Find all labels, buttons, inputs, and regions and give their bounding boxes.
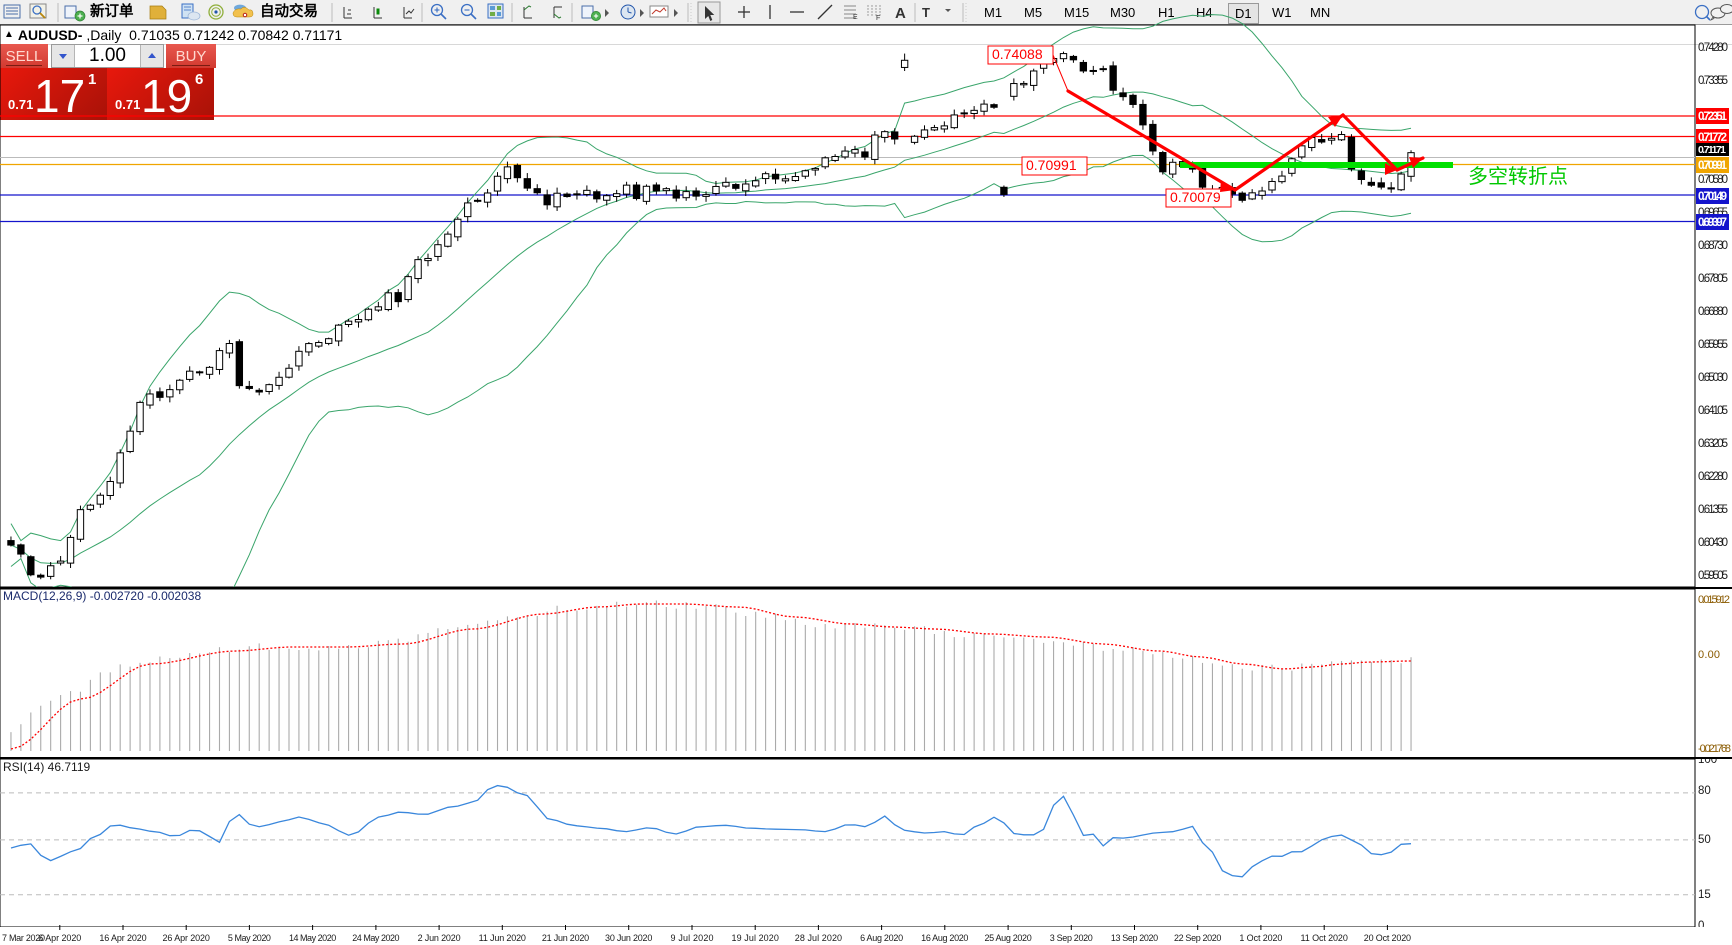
svg-text:0.67805: 0.67805 [1698,273,1728,285]
svg-text:0.70079: 0.70079 [1170,189,1221,205]
svg-text:16 Aug 2020: 16 Aug 2020 [921,933,968,943]
svg-text:24 May 2020: 24 May 2020 [352,933,399,943]
svg-text:-0.021768: -0.021768 [1698,743,1731,755]
svg-text:26 Apr 2020: 26 Apr 2020 [163,933,210,943]
svg-text:11 Oct 2020: 11 Oct 2020 [1301,933,1348,943]
svg-text:6 Aug 2020: 6 Aug 2020 [860,933,903,943]
svg-text:50: 50 [1698,834,1711,846]
svg-text:28 Jul 2020: 28 Jul 2020 [795,933,842,943]
svg-text:0.66880: 0.66880 [1698,306,1728,318]
svg-text:0.74280: 0.74280 [1698,42,1728,54]
svg-text:0.74088: 0.74088 [992,46,1043,62]
svg-text:16 Apr 2020: 16 Apr 2020 [99,933,146,943]
svg-text:22 Sep 2020: 22 Sep 2020 [1174,933,1221,943]
svg-text:0.59505: 0.59505 [1698,570,1728,582]
svg-text:0.60430: 0.60430 [1698,537,1728,549]
svg-text:15: 15 [1698,889,1711,901]
svg-text:0.71171: 0.71171 [1698,144,1726,156]
svg-text:0.70991: 0.70991 [1698,160,1728,172]
svg-text:19 Jul 2020: 19 Jul 2020 [732,933,779,943]
svg-text:11 Jun 2020: 11 Jun 2020 [479,933,526,943]
svg-text:0.70580: 0.70580 [1698,174,1728,186]
svg-text:14 May 2020: 14 May 2020 [289,933,336,943]
svg-text:30 Jun 2020: 30 Jun 2020 [605,933,652,943]
svg-text:21 Jun 2020: 21 Jun 2020 [542,933,589,943]
svg-text:0.68730: 0.68730 [1698,240,1728,252]
svg-text:100: 100 [1698,759,1717,766]
svg-text:0.015912: 0.015912 [1698,594,1730,606]
svg-text:0.65955: 0.65955 [1698,339,1728,351]
svg-text:3 Sep 2020: 3 Sep 2020 [1050,933,1093,943]
svg-text:0.64105: 0.64105 [1698,405,1728,417]
svg-text:6 Apr 2020: 6 Apr 2020 [38,933,81,943]
svg-text:0.65030: 0.65030 [1698,372,1728,384]
svg-text:0.62280: 0.62280 [1698,471,1728,483]
svg-text:13 Sep 2020: 13 Sep 2020 [1111,933,1158,943]
svg-text:1 Oct 2020: 1 Oct 2020 [1239,933,1282,943]
svg-text:0.63205: 0.63205 [1698,438,1728,450]
svg-text:25 Aug 2020: 25 Aug 2020 [984,933,1031,943]
svg-text:多空转折点: 多空转折点 [1468,165,1568,188]
svg-text:0.71772: 0.71772 [1698,132,1727,144]
svg-text:0.72351: 0.72351 [1698,111,1728,123]
svg-text:RSI(14) 46.7119: RSI(14) 46.7119 [3,760,90,774]
svg-text:0.69397: 0.69397 [1698,217,1727,229]
svg-text:0.70991: 0.70991 [1026,157,1077,173]
svg-text:5 May 2020: 5 May 2020 [228,933,271,943]
svg-text:0.00: 0.00 [1698,649,1720,661]
svg-text:0.73355: 0.73355 [1698,75,1728,87]
svg-text:2 Jun 2020: 2 Jun 2020 [418,933,461,943]
svg-text:0.70149: 0.70149 [1698,191,1727,203]
svg-text:0.61355: 0.61355 [1698,504,1728,516]
svg-text:9 Jul 2020: 9 Jul 2020 [671,933,714,943]
svg-text:80: 80 [1698,785,1711,797]
svg-text:MACD(12,26,9) -0.002720 -0.002: MACD(12,26,9) -0.002720 -0.002038 [3,589,201,603]
svg-text:20 Oct 2020: 20 Oct 2020 [1364,933,1411,943]
